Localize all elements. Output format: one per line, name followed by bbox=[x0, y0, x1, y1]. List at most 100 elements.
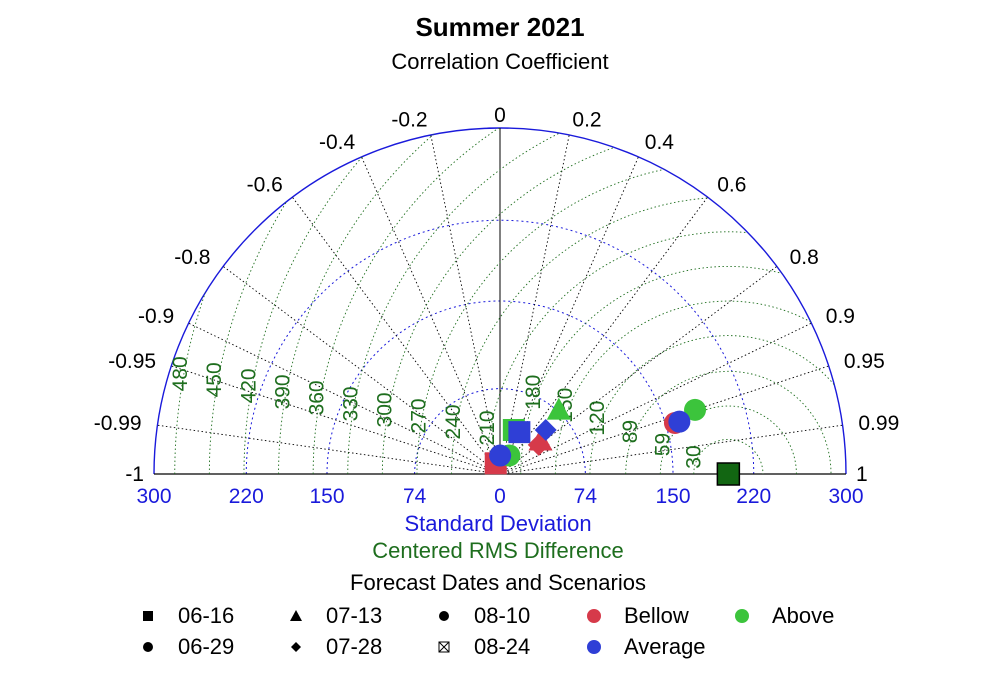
correlation-tick-label: 0.2 bbox=[572, 108, 601, 131]
data-point-06-29-average bbox=[668, 410, 691, 433]
legend-title: Forecast Dates and Scenarios bbox=[350, 570, 646, 595]
rms-contour-label: 240 bbox=[442, 404, 465, 439]
correlation-ray bbox=[222, 266, 501, 475]
correlation-tick-label: 0.6 bbox=[717, 173, 746, 196]
correlation-tick-label: -0.95 bbox=[108, 350, 156, 373]
legend-label-above: Above bbox=[772, 603, 834, 628]
sd-tick-label: 150 bbox=[655, 485, 690, 508]
correlation-ray bbox=[361, 156, 501, 475]
legend-label-08-24: 08-24 bbox=[474, 634, 530, 659]
sd-axis-title: Standard Deviation bbox=[404, 511, 591, 536]
legend-label-06-29: 06-29 bbox=[178, 634, 234, 659]
correlation-ray bbox=[499, 424, 843, 475]
correlation-tick-label: -0.6 bbox=[247, 173, 283, 196]
sd-tick-label: 220 bbox=[229, 485, 264, 508]
sd-tick-label: 220 bbox=[736, 485, 771, 508]
correlation-tick-label: 0.4 bbox=[645, 131, 675, 154]
correlation-ray bbox=[499, 196, 708, 475]
legend-label-06-16: 06-16 bbox=[178, 603, 234, 628]
legend-marker-06-29 bbox=[143, 642, 153, 652]
rms-contour-label: 450 bbox=[203, 362, 226, 397]
rms-contour-label: 480 bbox=[169, 356, 192, 391]
correlation-ray bbox=[430, 134, 501, 475]
data-point-06-29-above bbox=[684, 398, 707, 421]
rms-contour-label: 330 bbox=[340, 386, 363, 421]
correlation-tick-label: -0.9 bbox=[138, 305, 174, 328]
correlation-tick-label: 0.8 bbox=[790, 246, 819, 269]
correlation-ray bbox=[499, 365, 829, 475]
correlation-tick-label: 1 bbox=[856, 463, 868, 486]
sd-tick-label: 0 bbox=[494, 485, 506, 508]
rms-contour-label: 120 bbox=[586, 401, 609, 436]
legend-marker-08-10 bbox=[439, 611, 449, 621]
rms-contour-label: 180 bbox=[522, 375, 545, 410]
rms-contour-label: 300 bbox=[374, 392, 397, 427]
rms-contour-label: 270 bbox=[408, 398, 431, 433]
rms-contour bbox=[520, 266, 846, 474]
rms-contour bbox=[485, 231, 846, 474]
rms-contour-label: 360 bbox=[305, 380, 328, 415]
data-point-07-28-bellow bbox=[527, 433, 550, 456]
rms-axis-title: Centered RMS Difference bbox=[372, 538, 624, 563]
legend-label-bellow: Bellow bbox=[624, 603, 689, 628]
legend-marker-07-28 bbox=[291, 642, 301, 652]
legend-marker-bellow bbox=[587, 609, 601, 623]
correlation-tick-label: -0.99 bbox=[94, 412, 142, 435]
rms-contour-label: 30 bbox=[682, 445, 705, 468]
rms-contour-labels: 3059891201501802102402703003303603904204… bbox=[169, 356, 705, 468]
rms-contour bbox=[451, 196, 846, 474]
legend-marker-08-24 bbox=[438, 641, 450, 653]
correlation-ray bbox=[499, 322, 812, 475]
correlation-tick-label: 0.99 bbox=[858, 412, 899, 435]
sd-tick-label: 300 bbox=[136, 485, 171, 508]
legend-label-average: Average bbox=[624, 634, 706, 659]
rms-contour bbox=[243, 128, 846, 474]
correlation-ray bbox=[171, 365, 501, 475]
correlation-ray bbox=[292, 196, 501, 475]
data-point-06-16-average bbox=[508, 421, 531, 444]
legend-label-08-10: 08-10 bbox=[474, 603, 530, 628]
rms-contour-label: 89 bbox=[619, 420, 642, 443]
correlation-ray bbox=[188, 322, 501, 475]
data-points bbox=[484, 397, 741, 486]
rms-contour bbox=[625, 370, 832, 474]
correlation-tick-label: 0.95 bbox=[844, 350, 885, 373]
correlation-tick-label: -0.4 bbox=[319, 131, 356, 154]
rms-contour bbox=[347, 128, 846, 474]
chart-title: Summer 2021 bbox=[415, 12, 584, 42]
sd-tick-label: 74 bbox=[574, 485, 598, 508]
data-point-06-29-average bbox=[489, 444, 512, 467]
correlation-ray bbox=[499, 156, 639, 475]
correlation-tick-labels: -1 -0.99 -0.95 -0.9 -0.8 -0.6 -0.4 -0.2 0 0.2 0.4 0… bbox=[94, 104, 900, 486]
sd-tick-labels: 0 74 74 150 150 220 220 300 300 bbox=[136, 485, 863, 508]
correlation-tick-label: -0.8 bbox=[174, 246, 210, 269]
rms-contour-label: 390 bbox=[271, 374, 294, 409]
correlation-tick-label: -1 bbox=[125, 463, 144, 486]
chart-subtitle: Correlation Coefficient bbox=[391, 49, 608, 74]
correlation-tick-label: 0 bbox=[494, 104, 506, 127]
correlation-tick-label: 0.9 bbox=[826, 305, 855, 328]
correlation-ray bbox=[499, 134, 570, 475]
correlation-ray bbox=[499, 266, 778, 475]
sd-tick-label: 150 bbox=[309, 485, 344, 508]
sd-tick-label: 300 bbox=[828, 485, 863, 508]
correlation-tick-label: -0.2 bbox=[391, 108, 427, 131]
grid-lines bbox=[153, 127, 847, 475]
legend-label-07-13: 07-13 bbox=[326, 603, 382, 628]
rms-contour-label: 420 bbox=[237, 368, 260, 403]
legend-marker-07-13 bbox=[290, 610, 302, 621]
rms-contour bbox=[589, 335, 846, 474]
rms-contour-label: 210 bbox=[476, 410, 499, 445]
legend-marker-06-16 bbox=[143, 611, 153, 621]
correlation-ray bbox=[157, 424, 501, 475]
legend-marker-08-24-cross bbox=[438, 641, 450, 653]
data-point-06-16-reference bbox=[716, 462, 741, 486]
sd-tick-label: 74 bbox=[403, 485, 427, 508]
data-point-07-13-above bbox=[546, 397, 571, 420]
legend-marker-above bbox=[735, 609, 749, 623]
legend-marker-average bbox=[587, 640, 601, 654]
legend: Forecast Dates and Scenarios 06-16 06-29 0… bbox=[143, 570, 834, 659]
rms-contour-label: 59 bbox=[651, 433, 674, 456]
legend-label-07-28: 07-28 bbox=[326, 634, 382, 659]
